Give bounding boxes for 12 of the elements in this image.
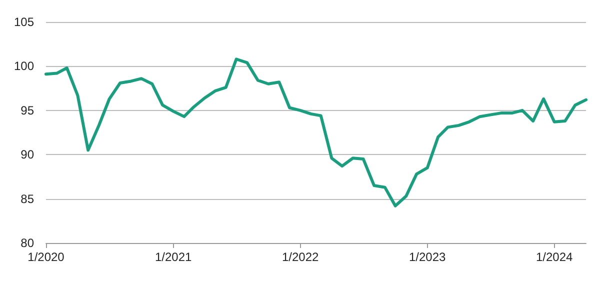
y-tick-label: 95 [20, 103, 34, 118]
y-tick-label: 85 [20, 192, 34, 206]
x-tick-label: 1/2022 [282, 250, 320, 264]
x-tick-label: 1/2024 [536, 250, 574, 264]
x-tick-label: 1/2020 [28, 250, 65, 264]
y-tick-label: 105 [14, 15, 34, 29]
x-tick-label: 1/2023 [408, 250, 446, 264]
x-tick-label: 1/2021 [154, 250, 192, 264]
y-tick-label: 80 [20, 236, 34, 250]
line-series [44, 58, 588, 208]
y-tick-label: 90 [20, 148, 34, 162]
y-tick-label: 100 [14, 59, 34, 74]
